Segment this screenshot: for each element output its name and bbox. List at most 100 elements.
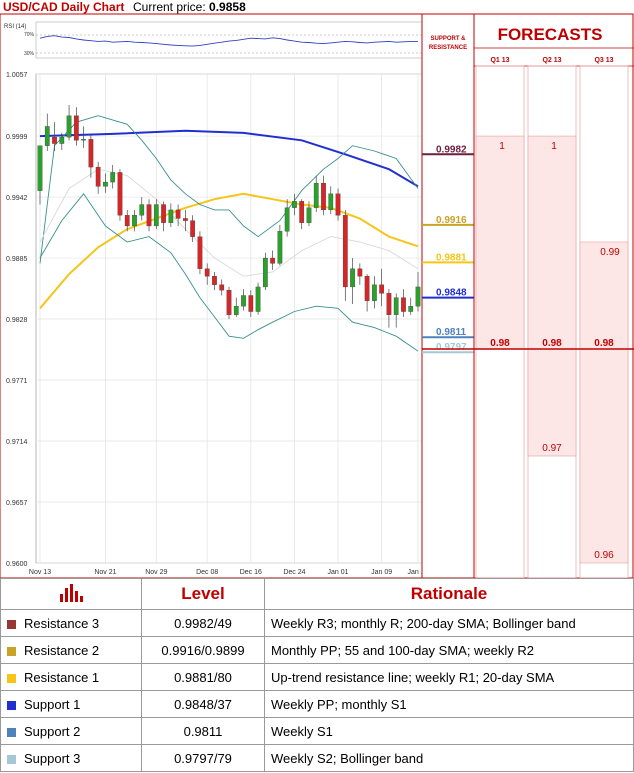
forecast-range xyxy=(579,241,629,564)
indicator-200-day-sma xyxy=(39,129,419,188)
table-icon-cell xyxy=(0,578,142,610)
forecast-min-label: 0.97 xyxy=(542,443,562,454)
candle-body xyxy=(321,182,326,211)
candle-body xyxy=(408,306,414,312)
x-tick-label: Nov 29 xyxy=(145,569,167,576)
candle-body xyxy=(73,115,79,141)
candle-body xyxy=(59,136,65,144)
candle-body xyxy=(299,201,305,223)
level-rationale: Weekly R3; monthly R; 200-day SMA; Bolli… xyxy=(264,609,634,637)
x-tick-label: Jan 17 xyxy=(407,569,428,576)
candle-body xyxy=(292,201,297,208)
candle-body xyxy=(357,268,363,277)
y-tick-label: 0.9828 xyxy=(6,317,28,324)
indicator-bollinger-upper xyxy=(39,115,419,264)
candle-body xyxy=(197,236,203,269)
price-level-label: 0.9811 xyxy=(436,327,466,338)
candle-body xyxy=(393,297,399,315)
indicator-bollinger-middle xyxy=(39,168,419,277)
rsi-level-70: 70% xyxy=(24,32,35,38)
candle-body xyxy=(44,126,50,146)
candle-body xyxy=(168,209,174,223)
level-color-swatch xyxy=(7,754,16,764)
candle-body xyxy=(81,139,86,141)
x-tick-label: Jan 09 xyxy=(371,569,392,576)
forecast-min-label: 0.96 xyxy=(594,550,614,561)
candle-body xyxy=(386,293,392,315)
price-level-label: 0.9848 xyxy=(436,288,467,299)
forecast-q2-line-label: 0.98 xyxy=(542,338,562,349)
candle-body xyxy=(277,231,283,264)
levels-table-header: Level Rationale xyxy=(0,578,634,610)
candle-body xyxy=(379,284,385,294)
level-color-swatch xyxy=(7,727,16,737)
level-name-text: Support 2 xyxy=(24,723,81,739)
level-name: Resistance 1 xyxy=(0,663,142,691)
candle-body xyxy=(350,268,355,288)
candle-body xyxy=(110,172,116,183)
price-level-label: 0.9982 xyxy=(436,144,467,155)
table-row: Resistance 3 0.9982/49 Weekly R3; monthly … xyxy=(0,609,634,637)
candle-body xyxy=(306,207,312,223)
level-value: 0.9797/79 xyxy=(141,744,265,772)
level-rationale: Weekly S2; Bollinger band xyxy=(264,744,634,772)
current-price: Current price: 0.9858 xyxy=(133,0,246,14)
level-value: 0.9982/49 xyxy=(141,609,265,637)
price-level-label: 0.9797 xyxy=(436,342,467,353)
candle-body xyxy=(212,276,217,285)
forecast-q3-line-label: 0.98 xyxy=(594,338,614,349)
level-rationale: Up-trend resistance line; weekly R1; 20-… xyxy=(264,663,634,691)
candle-body xyxy=(226,289,232,315)
level-name-text: Support 1 xyxy=(24,696,81,712)
forecast-quarter-label: Q3 13 xyxy=(594,57,613,64)
x-tick-label: Dec 16 xyxy=(240,569,262,576)
candle-body xyxy=(153,204,159,227)
level-name: Support 2 xyxy=(0,717,142,745)
level-value: 0.9881/80 xyxy=(141,663,265,691)
bar-chart-icon xyxy=(60,583,83,602)
y-tick-label: 0.9999 xyxy=(6,134,28,141)
level-color-swatch xyxy=(7,646,16,656)
candle-body xyxy=(313,182,319,208)
column-level-header: Level xyxy=(141,578,265,610)
table-row: Support 2 0.9811 Weekly S1 xyxy=(0,717,634,745)
rsi-panel xyxy=(35,21,423,59)
price-level-label: 0.9916 xyxy=(436,215,467,226)
candle-body xyxy=(95,166,101,187)
forecast-quarter-label: Q2 13 xyxy=(542,57,561,64)
candle-body xyxy=(103,181,108,187)
levels-table: Level Rationale Resistance 3 0.9982/49 Wee… xyxy=(0,578,634,772)
level-value: 0.9916/0.9899 xyxy=(141,636,265,664)
y-tick-label: 0.9714 xyxy=(6,439,28,446)
candle-body xyxy=(372,284,377,301)
candle-body xyxy=(161,204,166,223)
candle-body xyxy=(415,286,421,307)
chart-title: USD/CAD Daily Chart xyxy=(3,0,125,14)
candle-body xyxy=(284,207,290,232)
candle-body xyxy=(37,145,43,191)
candle-body xyxy=(66,115,72,138)
candle-body xyxy=(88,139,94,168)
table-row: Support 3 0.9797/79 Weekly S2; Bollinger b… xyxy=(0,744,634,772)
x-tick-label: Nov 13 xyxy=(29,569,51,576)
indicator-55-day-sma xyxy=(39,192,419,309)
candle-body xyxy=(233,306,239,315)
candle-body xyxy=(146,204,152,227)
candle-body xyxy=(52,136,57,144)
level-color-swatch xyxy=(7,700,16,710)
candle-body xyxy=(190,220,196,237)
forecast-range xyxy=(475,135,525,350)
price-level-label: 0.9881 xyxy=(436,252,467,263)
x-tick-label: Dec 08 xyxy=(196,569,218,576)
y-tick-label: 0.9885 xyxy=(6,256,28,263)
y-tick-label: 0.9771 xyxy=(6,378,28,385)
sr-header-line2: RESISTANCE xyxy=(429,45,467,51)
candle-body xyxy=(255,286,261,312)
x-tick-label: Dec 24 xyxy=(283,569,305,576)
candle-body xyxy=(401,297,406,312)
level-name: Support 1 xyxy=(0,690,142,718)
candle-body xyxy=(132,215,137,227)
level-name-text: Resistance 3 xyxy=(24,615,100,631)
rsi-label: RSI (14) xyxy=(4,24,26,30)
level-value: 0.9811 xyxy=(141,717,265,745)
